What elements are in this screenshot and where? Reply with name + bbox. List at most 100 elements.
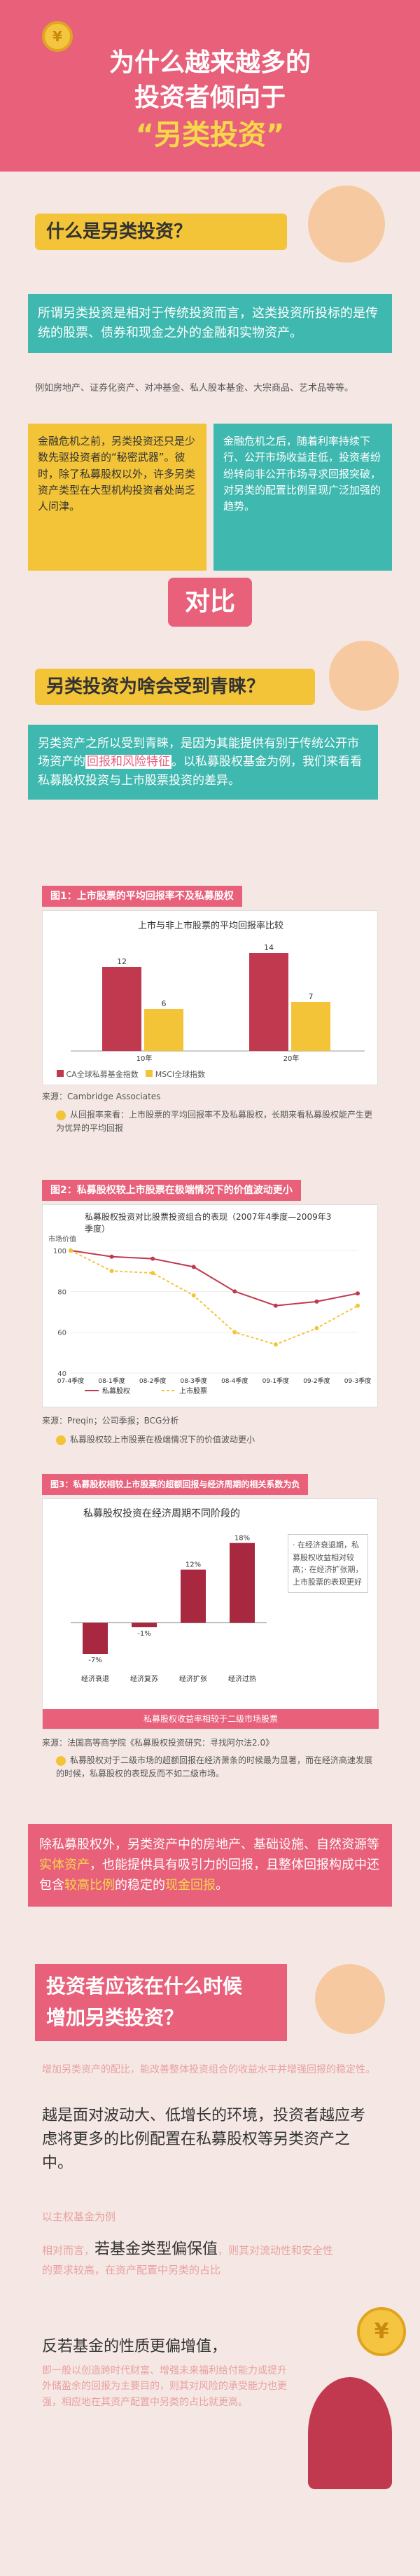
when-p3c: ，则其对流动性和安全性的要求较高，在资产配置中另类的占比: [42, 2244, 334, 2277]
fig1-bar-label: 12: [117, 957, 127, 966]
why-favored-text1: 另类资产之所以受到青睐，是因为其能提供有别于传统公开市场资产的: [38, 737, 359, 770]
fig2-source: 来源：Preqin；公司季报；BCG分析: [42, 1416, 179, 1426]
fig2-point: [356, 1291, 360, 1296]
fig3-note-text: 私募股权对于二级市场的超额回报在经济萧条的时候最为显著，而在经济高速发展的时候，…: [56, 1755, 373, 1779]
section-title-what-is: 什么是另类投资？: [35, 214, 287, 250]
when-title-line1: 投资者应该在什么时候: [46, 1975, 243, 1998]
summary-box: 除私募股权外，另类资产中的房地产、基础设施、自然资源等实体资产，也能提供具有吸引…: [28, 1824, 392, 1907]
fig2-note: 私募股权较上市股票在极端情况下的价值波动更小: [56, 1433, 378, 1445]
fig2-x-tick: 08-3季度: [180, 1377, 206, 1385]
summary-hl1: 实体资产: [39, 1857, 90, 1872]
fig2-legend-a: 私募股权: [102, 1386, 130, 1395]
section-title-why-favored: 另类投资为啥会受到青睐？: [35, 669, 315, 705]
fig2-y-tick: 40: [57, 1370, 66, 1378]
fig3-bar-label: -7%: [88, 1657, 102, 1664]
when-title-line2: 增加另类投资？: [46, 2005, 184, 2029]
fig2-section: 图2：私募股权较上市股票在极端情况下的价值波动更小 私募股权投资对比股票投资组合…: [0, 1180, 420, 1474]
fig3-bar: [230, 1543, 255, 1623]
why-favored-text2: 。以私募股权基金为例，我们来看看私募股权投资与上市股票投资的差异。: [38, 755, 362, 788]
fig2-subtitle: 私募股权投资对比股票投资组合的表现（2007年4季度—2009年3季度）: [85, 1212, 332, 1234]
fig2-y-tick: 80: [57, 1288, 66, 1296]
fig3-subtitle: 私募股权投资在经济周期不同阶段的: [83, 1508, 240, 1519]
fig1-section: 图1：上市股票的平均回报率不及私募股权 上市与非上市股票的平均回报率比较 12 6…: [0, 886, 420, 1180]
when-p1: 增加另类资产的配比，能改善整体投资组合的收益水平并增强回报的稳定性。: [42, 2064, 375, 2075]
fig2-point: [356, 1303, 360, 1308]
fig2-x-tick: 07-4季度: [57, 1377, 84, 1385]
fig3-bar-label: 18%: [234, 1535, 250, 1543]
compare-section: 对比: [0, 536, 420, 627]
fig1-source: 来源：Cambridge Associates: [42, 1092, 161, 1101]
summary-hl3: 现金回报: [165, 1877, 216, 1893]
fig2-series-line: [70, 1250, 358, 1346]
summary-text3: 的稳定的: [115, 1877, 165, 1893]
fig2-point: [191, 1265, 196, 1269]
fig1-x-tick: 20年: [284, 1054, 300, 1063]
fig2-point: [314, 1299, 319, 1304]
page-title-line2: 投资者倾向于: [134, 83, 286, 112]
fig1-bar-label: 14: [264, 943, 274, 952]
when-p3: 相对而言，若基金类型偏保值，则其对流动性和安全性的要求较高，在资产配置中另类的占…: [42, 2237, 336, 2278]
when-p4a: 反若基金的性质更偏增值，: [42, 2338, 227, 2355]
fig2-ylabel: 市场价值: [48, 1236, 76, 1244]
when-sub: 以主权基金为例: [42, 2211, 116, 2223]
fig2-legend-b: 上市股票: [179, 1386, 207, 1395]
fig3-bar-label: 12%: [186, 1561, 201, 1569]
superhero-figure-icon: [308, 2377, 392, 2489]
fig2-point: [273, 1342, 278, 1347]
summary-section: 除私募股权外，另类资产中的房地产、基础设施、自然资源等实体资产，也能提供具有吸引…: [0, 1810, 420, 1943]
businessman-face-icon: [308, 186, 385, 263]
fig1-subtitle: 上市与非上市股票的平均回报率比较: [137, 921, 284, 931]
fig1-legend-a: CA全球私募基金指数: [66, 1070, 139, 1079]
before-crisis-box: 金融危机之前，另类投资还只是少数先驱投资者的“秘密武器”。彼时，除了私募股权以外…: [28, 424, 206, 571]
fig1-chart-card: 上市与非上市股票的平均回报率比较 12 6 10年 14 7 20年 CA全球私募基金指数…: [42, 910, 378, 1085]
fig2-point: [314, 1325, 319, 1330]
section-why-favored: 另类投资为啥会受到青睐？ 另类资产之所以受到青睐，是因为其能提供有别于传统公开市…: [0, 620, 420, 886]
fig2-x-tick: 09-3季度: [344, 1377, 371, 1385]
page-title-line3: “另类投资”: [135, 119, 285, 151]
fig3-x-tick: 经济复苏: [130, 1674, 158, 1683]
fig1-note: 从回报率来看：上市股票的平均回报率不及私募股权，长期来看私募股权能产生更为优异的…: [56, 1108, 378, 1135]
summary-text4: 。: [216, 1877, 228, 1893]
summary-text2: ，也能提供具有吸引力的回报，且整体回报构成中还包含: [39, 1857, 379, 1893]
why-favored-highlight: 回报和风险特征: [85, 755, 172, 770]
fig1-legend-b: MSCI全球指数: [155, 1070, 206, 1079]
fig3-chart-card: 私募股权投资在经济周期不同阶段的 -7% 经济衰退 -1% 经济复苏 12% 经济扩张 18…: [42, 1498, 379, 1729]
fig3-section: 图3：私募股权相较上市股票的超额回报与经济周期的相关系数为负 私募股权投资在经济…: [0, 1474, 420, 1810]
fig2-x-tick: 08-4季度: [221, 1377, 248, 1385]
fig2-point: [150, 1256, 155, 1261]
yuan-coin-icon: ¥: [357, 2307, 406, 2356]
fig2-point: [232, 1289, 237, 1294]
fig2-tag: 图2：私募股权较上市股票在极端情况下的价值波动更小: [42, 1180, 301, 1201]
fig1-svg: 12 6 10年 14 7 20年: [71, 943, 365, 1063]
when-p2: 越是面对波动大、低增长的环境，投资者越应考虑将更多的比例配置在私募股权等另类资产…: [42, 2107, 366, 2173]
fig2-point: [109, 1269, 114, 1274]
fig3-x-tick: 经济衰退: [81, 1674, 109, 1683]
fig2-x-tick: 08-1季度: [98, 1377, 125, 1385]
when-p3a: 相对而言，: [42, 2244, 95, 2257]
fig2-svg: 40 60 80 100 07-4季度 08-1季度 08-2季度 08-3季度 08-4季度 0…: [53, 1248, 371, 1395]
fig1-bar-label: 7: [309, 992, 314, 1001]
fig2-x-tick: 09-2季度: [303, 1377, 330, 1385]
fig2-point: [232, 1330, 237, 1335]
fig3-bar: [132, 1622, 157, 1627]
fig3-note: 私募股权对于二级市场的超额回报在经济萧条的时候最为显著，而在经济高速发展的时候，…: [56, 1754, 378, 1781]
compare-badge: 对比: [168, 578, 252, 627]
fig2-point: [150, 1271, 155, 1276]
fig3-x-tick: 经济扩张: [179, 1674, 207, 1683]
fig3-bar: [83, 1622, 108, 1654]
after-crisis-box: 金融危机之后，随着利率持续下行、公开市场收益走低，投资者纷纷转向非公开市场寻求回…: [214, 424, 392, 571]
fig2-point: [191, 1293, 196, 1298]
fig2-y-tick: 100: [53, 1248, 66, 1255]
fig1-bar: [291, 1002, 330, 1051]
section-what-is: 什么是另类投资？ 所谓另类投资是相对于传统投资而言，这类投资所投标的是传统的股票…: [0, 172, 420, 571]
fig1-bar-label: 6: [162, 999, 167, 1008]
fig3-bottom-text: 私募股权收益率相较于二级市场股票: [43, 1709, 379, 1729]
fig1-legend: CA全球私募基金指数 MSCI全球指数: [57, 1068, 205, 1080]
page-title-line1: 为什么越来越多的: [108, 48, 311, 77]
fig3-source: 来源：法国高等商学院《私募股权投资研究：寻找阿尔法2.0》: [42, 1738, 274, 1748]
fig2-x-tick: 09-1季度: [262, 1377, 289, 1385]
fig2-point: [273, 1303, 278, 1308]
summary-hl2: 较高比例: [64, 1877, 115, 1893]
fig1-bar: [102, 967, 141, 1051]
businessman-face-icon-3: [315, 1964, 385, 2034]
